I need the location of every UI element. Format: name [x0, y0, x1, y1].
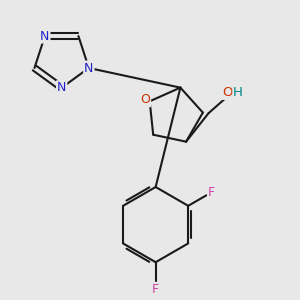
- Text: F: F: [208, 186, 215, 199]
- Text: H: H: [233, 86, 243, 99]
- Text: O: O: [140, 93, 150, 106]
- Text: O: O: [222, 86, 233, 99]
- Text: N: N: [40, 30, 50, 43]
- Text: F: F: [152, 283, 159, 296]
- Text: N: N: [57, 81, 66, 94]
- Text: N: N: [84, 61, 94, 74]
